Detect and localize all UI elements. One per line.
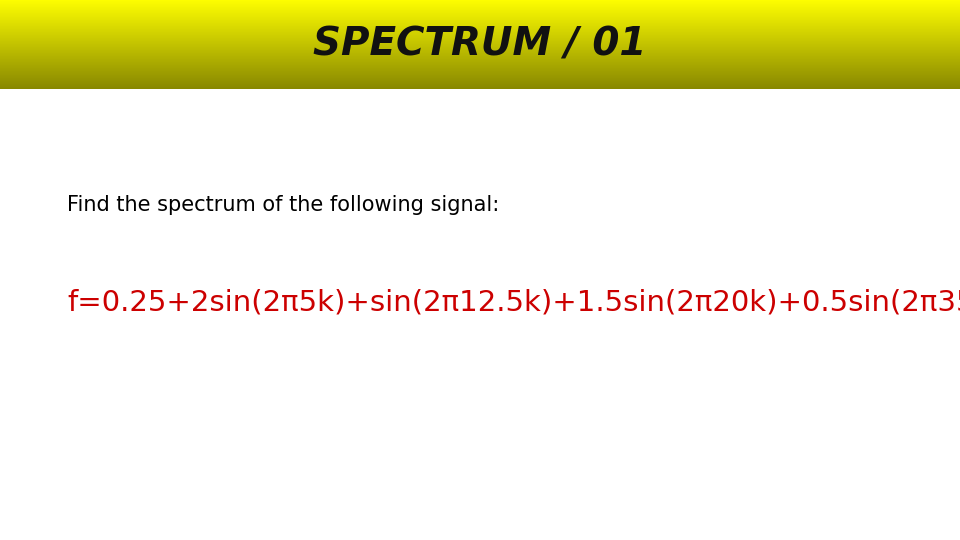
Text: SPECTRUM / 01: SPECTRUM / 01 xyxy=(313,25,647,64)
Text: f=0.25+2sin(2π5k)+sin(2π12.5k)+1.5sin(2π20k)+0.5sin(2π35k): f=0.25+2sin(2π5k)+sin(2π12.5k)+1.5sin(2π… xyxy=(67,288,960,316)
Text: Find the spectrum of the following signal:: Find the spectrum of the following signa… xyxy=(67,195,499,215)
